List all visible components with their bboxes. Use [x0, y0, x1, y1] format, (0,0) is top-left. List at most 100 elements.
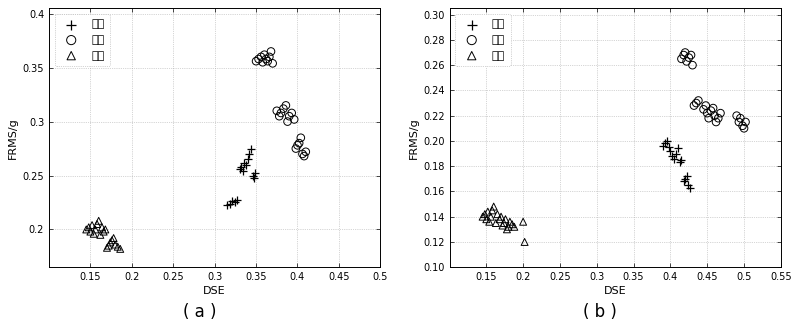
Y-axis label: FRMS/g: FRMS/g: [8, 117, 18, 159]
裂纹: [234, 164, 247, 169]
裂纹: [228, 200, 241, 205]
正常: [96, 225, 109, 230]
裂纹: [221, 202, 234, 207]
崩溃: [710, 119, 722, 124]
崩溃: [685, 52, 698, 58]
正常: [101, 245, 114, 250]
崩溃: [708, 113, 721, 118]
崩溃: [682, 55, 695, 60]
崩溃: [675, 56, 688, 62]
正常: [106, 237, 118, 243]
崩溃: [702, 116, 715, 121]
Y-axis label: FRMS/g: FRMS/g: [409, 117, 419, 159]
崩溃: [734, 116, 746, 121]
裂纹: [246, 173, 259, 178]
正常: [501, 227, 514, 232]
正常: [499, 217, 512, 222]
崩溃: [706, 106, 719, 111]
崩溃: [262, 59, 274, 64]
崩溃: [736, 123, 749, 128]
正常: [487, 204, 500, 209]
崩溃: [265, 49, 278, 54]
崩溃: [288, 117, 301, 122]
正常: [90, 222, 103, 227]
正常: [484, 214, 497, 219]
正常: [98, 229, 110, 234]
崩溃: [291, 143, 304, 148]
正常: [114, 246, 126, 251]
正常: [518, 239, 531, 245]
崩溃: [687, 103, 700, 108]
正常: [491, 212, 504, 217]
裂纹: [678, 176, 691, 181]
裂纹: [683, 185, 696, 190]
裂纹: [238, 160, 251, 165]
崩溃: [263, 54, 276, 60]
崩溃: [250, 59, 262, 64]
正常: [517, 219, 530, 224]
正常: [109, 242, 122, 247]
裂纹: [682, 182, 694, 188]
崩溃: [277, 106, 290, 111]
正常: [111, 244, 124, 249]
崩溃: [678, 52, 690, 58]
裂纹: [664, 148, 677, 154]
正常: [506, 222, 518, 227]
Text: ( a ): ( a ): [183, 303, 217, 321]
裂纹: [657, 144, 670, 149]
正常: [86, 223, 98, 228]
正常: [80, 227, 93, 232]
崩溃: [296, 151, 309, 156]
裂纹: [671, 146, 684, 151]
崩溃: [270, 108, 283, 113]
崩溃: [705, 108, 718, 113]
裂纹: [249, 171, 262, 176]
正常: [99, 227, 112, 232]
正常: [89, 227, 102, 232]
正常: [496, 223, 509, 228]
崩溃: [299, 149, 312, 154]
X-axis label: DSE: DSE: [203, 286, 226, 296]
正常: [493, 217, 506, 222]
正常: [482, 209, 494, 214]
正常: [107, 236, 120, 241]
崩溃: [699, 103, 712, 108]
崩溃: [701, 110, 714, 116]
崩溃: [258, 52, 270, 57]
裂纹: [659, 141, 672, 146]
裂纹: [666, 154, 678, 159]
崩溃: [273, 114, 286, 119]
正常: [104, 240, 117, 245]
崩溃: [712, 116, 725, 121]
裂纹: [242, 157, 254, 162]
正常: [478, 212, 491, 217]
Legend: 裂纹, 崩溃, 正常: 裂纹, 崩溃, 正常: [54, 14, 110, 66]
正常: [502, 224, 515, 229]
裂纹: [675, 157, 688, 162]
崩溃: [286, 110, 298, 116]
正常: [102, 243, 115, 248]
崩溃: [692, 98, 705, 103]
裂纹: [660, 138, 673, 144]
崩溃: [738, 126, 750, 131]
崩溃: [293, 141, 306, 146]
裂纹: [237, 168, 250, 174]
崩溃: [680, 59, 693, 64]
崩溃: [274, 110, 287, 116]
崩溃: [739, 119, 752, 124]
正常: [84, 229, 97, 234]
正常: [82, 225, 95, 230]
崩溃: [294, 135, 307, 140]
正常: [87, 231, 100, 236]
正常: [508, 224, 521, 229]
裂纹: [245, 146, 258, 151]
崩溃: [686, 63, 699, 68]
X-axis label: DSE: DSE: [604, 286, 626, 296]
正常: [498, 220, 510, 226]
崩溃: [283, 114, 296, 119]
正常: [486, 208, 498, 213]
崩溃: [256, 60, 269, 65]
崩溃: [290, 146, 302, 151]
裂纹: [668, 156, 681, 161]
裂纹: [670, 151, 682, 156]
